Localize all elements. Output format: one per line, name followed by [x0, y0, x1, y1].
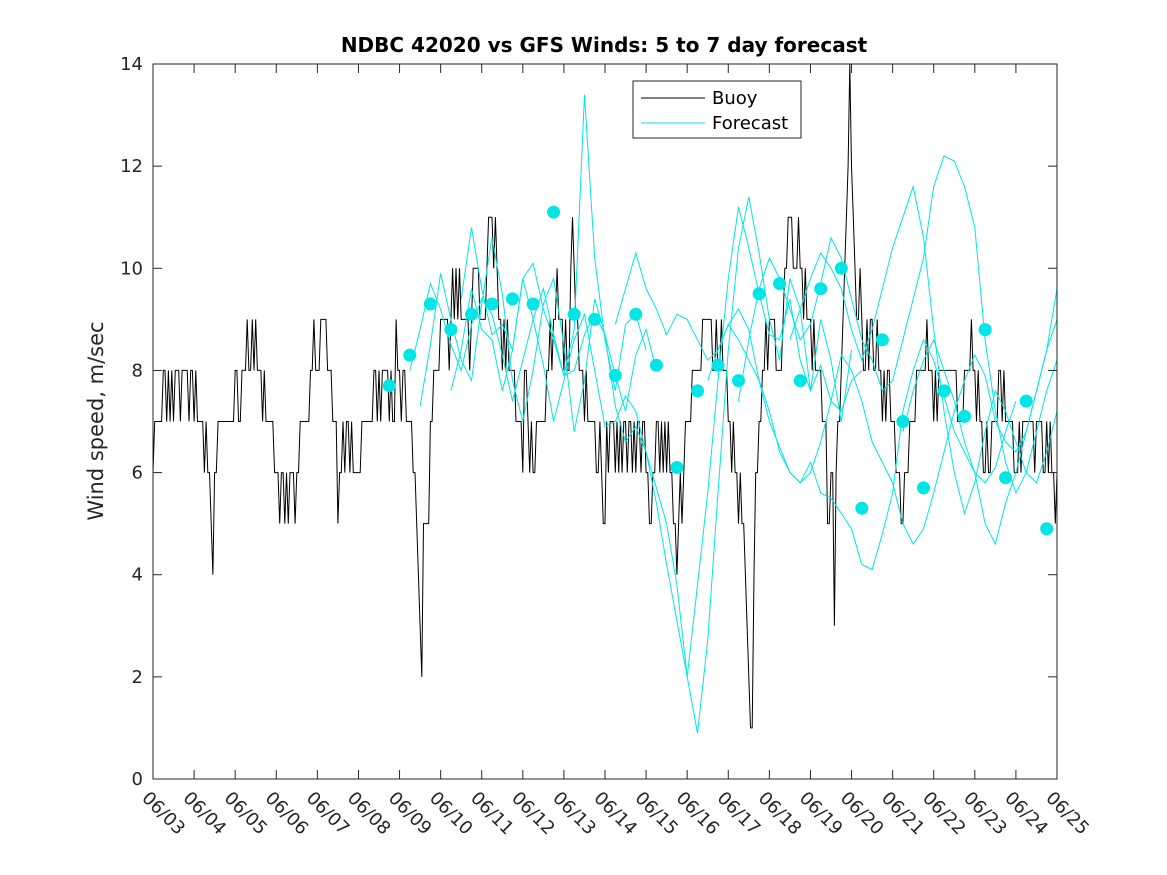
y-tick-label: 2 — [132, 667, 143, 688]
series-layer — [153, 64, 1057, 734]
forecast-marker-point — [1040, 522, 1054, 536]
chart-title: NDBC 42020 vs GFS Winds: 5 to 7 day fore… — [341, 33, 868, 57]
y-axis-label: Wind speed, m/sec — [84, 321, 108, 520]
y-tick-label: 4 — [132, 565, 143, 586]
forecast-marker-point — [834, 261, 848, 275]
series-line-buoy — [153, 64, 1057, 729]
forecast-marker-point — [958, 409, 971, 423]
forecast-marker-point — [691, 384, 704, 398]
y-tick-label: 6 — [132, 463, 143, 484]
forecast-marker-point — [444, 323, 458, 337]
forecast-marker-point — [423, 297, 437, 311]
forecast-marker-point — [937, 384, 951, 398]
forecast-marker-point — [875, 333, 889, 347]
forecast-marker-point — [670, 461, 684, 474]
y-tick-label: 8 — [132, 360, 143, 381]
forecast-marker-point — [588, 312, 602, 326]
forecast-marker-point — [752, 287, 766, 301]
forecast-marker-point — [814, 282, 828, 296]
forecast-marker-point — [711, 358, 725, 372]
forecast-marker-point — [896, 415, 910, 428]
series-line-forecast-run — [738, 155, 1057, 495]
forecast-marker-point — [403, 348, 417, 362]
forecast-marker-point — [978, 323, 992, 337]
forecast-marker-point — [547, 205, 561, 219]
forecast-marker-point — [732, 374, 745, 388]
forecast-marker-point — [465, 307, 478, 321]
series-line-forecast-run — [789, 184, 1057, 516]
forecast-marker-point — [629, 307, 643, 321]
forecast-marker-point — [773, 277, 787, 291]
series-line-forecast-run — [614, 251, 1017, 571]
y-tick-label: 0 — [132, 769, 143, 790]
forecast-marker-point — [382, 379, 396, 393]
legend: Buoy Forecast — [632, 80, 802, 139]
forecast-marker-point — [855, 501, 869, 515]
series-line-forecast-run — [460, 206, 863, 677]
forecast-marker-point — [1019, 394, 1033, 408]
forecast-marker-point — [917, 481, 930, 495]
forecast-marker-point — [649, 358, 663, 372]
forecast-marker-point — [793, 374, 807, 388]
series-line-forecast-run — [902, 317, 1057, 546]
forecast-marker-point — [526, 297, 540, 311]
forecast-marker-point — [485, 297, 499, 311]
forecast-marker-point — [567, 307, 581, 321]
forecast-marker-point — [506, 292, 519, 306]
forecast-marker-point — [999, 471, 1013, 485]
y-tick-label: 12 — [120, 156, 143, 177]
y-tick-label: 10 — [120, 258, 143, 279]
forecast-marker-point — [608, 369, 622, 382]
y-tick-label: 14 — [120, 54, 143, 75]
legend-label-forecast: Forecast — [712, 113, 788, 134]
legend-label-buoy: Buoy — [712, 88, 758, 109]
legend-box — [632, 80, 802, 139]
